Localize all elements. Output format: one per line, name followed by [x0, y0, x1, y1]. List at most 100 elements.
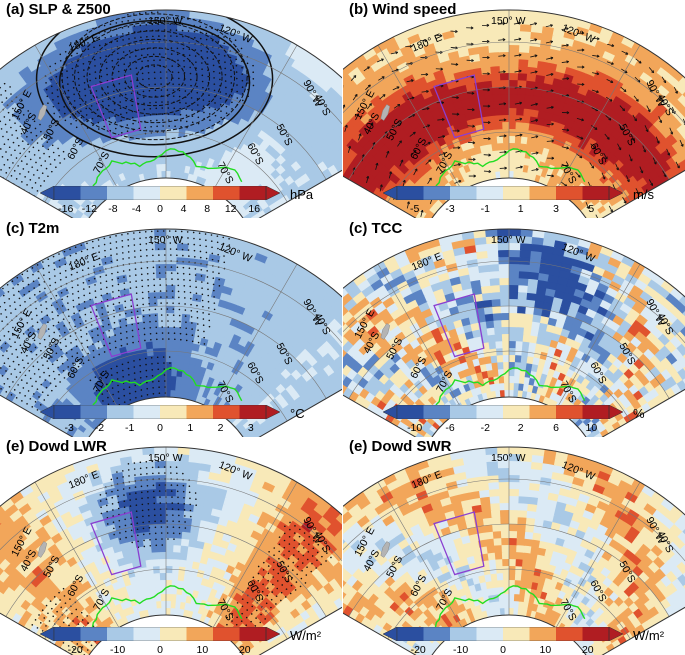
stipple-dot — [68, 96, 70, 98]
field-cell — [74, 208, 84, 218]
wind-vector — [365, 84, 371, 91]
field-cell — [128, 329, 139, 339]
field-cell — [147, 390, 154, 399]
wind-vector — [352, 94, 358, 101]
stipple-dot — [19, 125, 22, 128]
field-cell — [450, 115, 461, 126]
stipple-dot — [128, 38, 130, 40]
stipple-dot — [106, 86, 109, 88]
field-cell — [492, 93, 503, 102]
field-cell — [158, 114, 167, 123]
field-cell — [464, 178, 473, 188]
field-cell — [120, 244, 135, 254]
field-cell — [382, 77, 396, 90]
field-cell — [184, 278, 197, 288]
wind-vector-head — [504, 167, 507, 170]
stipple-dot — [200, 49, 203, 52]
stipple-dot — [70, 54, 73, 57]
stipple-dot — [133, 19, 135, 21]
field-cell — [142, 229, 156, 238]
stipple-dot — [16, 103, 19, 106]
wind-vector — [530, 103, 538, 106]
field-cell — [55, 84, 69, 96]
wind-vector-head — [596, 56, 600, 58]
field-cell — [166, 107, 175, 116]
stipple-dot — [114, 115, 116, 117]
wind-vector — [585, 201, 590, 209]
map-border — [0, 9, 342, 218]
field-cell — [75, 301, 88, 313]
wind-vector-head — [677, 166, 680, 169]
stipple-dot — [26, 163, 28, 165]
field-cell — [212, 319, 223, 329]
stipple-dot — [123, 394, 126, 397]
wind-vector-head — [566, 112, 570, 115]
stipple-dot — [99, 57, 102, 59]
wind-vector — [529, 22, 537, 26]
field-cell — [473, 10, 488, 20]
field-cell — [145, 270, 158, 279]
stipple-dot — [33, 154, 36, 156]
stipple-dot — [169, 29, 172, 31]
stipple-dot — [87, 42, 89, 44]
slp-contour — [74, 21, 236, 132]
wind-vector — [375, 162, 378, 170]
stipple-dot — [170, 47, 173, 49]
wind-vector-head — [618, 148, 621, 151]
field-cell — [200, 11, 215, 22]
field-cell — [188, 144, 196, 154]
colorbar-frame — [396, 186, 610, 200]
field-cell — [528, 52, 541, 62]
field-cell — [0, 291, 11, 306]
field-cell — [656, 66, 672, 81]
wind-vector-head — [503, 119, 507, 122]
field-cell — [337, 326, 342, 341]
stipple-dot — [57, 102, 60, 105]
stipple-dot — [117, 64, 120, 67]
stipple-dot — [123, 63, 126, 65]
field-cell — [111, 253, 125, 264]
colorbar-tick-label: 0 — [157, 203, 163, 215]
field-cell — [151, 333, 160, 342]
field-cell — [187, 328, 197, 337]
field-cell — [477, 38, 490, 48]
field-cell — [591, 76, 604, 88]
field-cell — [166, 242, 179, 251]
field-cell — [474, 17, 488, 27]
stipple-dot — [110, 374, 113, 376]
stipple-dot — [93, 46, 95, 49]
stipple-dot — [126, 130, 129, 132]
field-cell — [509, 86, 519, 95]
stipple-dot — [138, 12, 141, 15]
panel-title: (b) Wind speed — [349, 1, 457, 18]
stipple-dot — [158, 392, 161, 395]
wind-vector-head — [661, 100, 664, 103]
wind-vector — [355, 113, 359, 121]
wind-vector-head — [440, 68, 443, 71]
stipple-dot — [34, 127, 37, 130]
field-cell — [112, 128, 122, 139]
stipple-dot — [199, 25, 201, 28]
stipple-dot — [199, 37, 202, 40]
field-cell — [136, 385, 144, 394]
field-cell — [110, 99, 121, 110]
stipple-dot — [157, 23, 160, 25]
field-cell — [412, 45, 427, 58]
field-cell — [175, 270, 188, 279]
field-cell — [113, 41, 127, 51]
colorbar — [383, 186, 623, 200]
stipple-dot — [214, 108, 217, 111]
stipple-dot — [114, 121, 117, 124]
field-cell — [178, 171, 185, 180]
field-cell — [74, 427, 84, 437]
stipple-dot — [94, 77, 97, 80]
field-cell — [156, 284, 168, 293]
wind-vector — [576, 135, 584, 140]
wind-vector — [620, 86, 627, 92]
field-cell — [509, 114, 517, 123]
field-cell — [333, 124, 342, 138]
stipple-dot — [11, 134, 13, 136]
field-cell — [501, 107, 510, 116]
field-cell — [643, 65, 658, 80]
wind-vector — [515, 134, 523, 137]
